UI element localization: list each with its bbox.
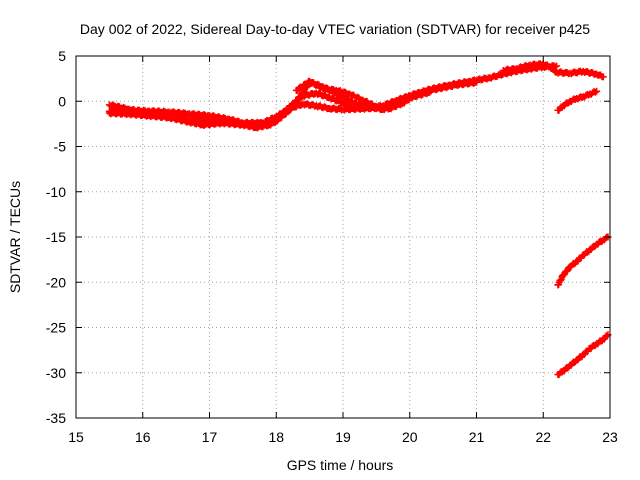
chart-title: Day 002 of 2022, Sidereal Day-to-day VTE… [80, 21, 590, 37]
x-tick-label: 20 [402, 429, 418, 445]
y-tick-label: -20 [46, 274, 66, 290]
y-tick-label: -35 [46, 410, 66, 426]
series-trace [293, 77, 419, 113]
x-tick-label: 16 [135, 429, 151, 445]
series-trace [555, 233, 611, 289]
y-tick-label: 0 [58, 93, 66, 109]
y-tick-label: -25 [46, 320, 66, 336]
x-tick-label: 19 [335, 429, 351, 445]
y-tick-label: -5 [54, 139, 67, 155]
grid-lines [76, 56, 610, 418]
y-tick-label: -15 [46, 229, 66, 245]
x-tick-label: 21 [469, 429, 485, 445]
series-arc-8 [554, 331, 612, 379]
x-tick-label: 15 [68, 429, 84, 445]
x-tick-label: 23 [602, 429, 618, 445]
x-axis-label: GPS time / hours [287, 457, 394, 473]
series-trace [501, 60, 606, 81]
series-trace [555, 88, 599, 114]
y-axis-label: SDTVAR / TECUs [7, 181, 23, 293]
x-tick-label: 17 [202, 429, 218, 445]
series-trace [555, 332, 611, 379]
y-tick-label: -30 [46, 365, 66, 381]
series-arc-4 [292, 77, 420, 113]
series-arc-5 [499, 60, 607, 81]
y-tick-label: 5 [58, 48, 66, 64]
y-tick-label: -10 [46, 184, 66, 200]
axis-ticks: 15 16 17 18 19 20 21 22 23 5 0 -5 -10 -15 -20 -25 -30 -35 [46, 48, 618, 445]
data-series [105, 60, 612, 379]
x-tick-label: 22 [535, 429, 551, 445]
series-arc-7 [554, 233, 612, 289]
series-arc-6 [554, 87, 601, 114]
x-tick-label: 18 [268, 429, 284, 445]
